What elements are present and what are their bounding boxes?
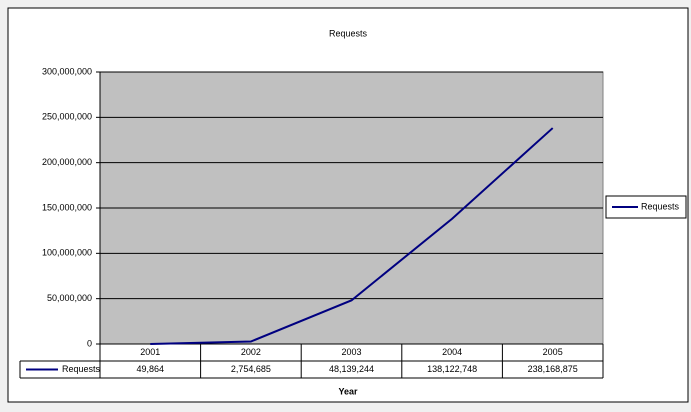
table-value: 2,754,685 [231, 364, 271, 374]
x-tick-label: 2003 [341, 347, 361, 357]
chart-title: Requests [329, 28, 368, 38]
table-value: 238,168,875 [528, 364, 578, 374]
x-tick-label: 2001 [140, 347, 160, 357]
table-value: 48,139,244 [329, 364, 374, 374]
x-tick-label: 2004 [442, 347, 462, 357]
y-tick-label: 50,000,000 [47, 293, 92, 303]
x-tick-label: 2005 [543, 347, 563, 357]
y-tick-label: 0 [87, 338, 92, 348]
y-tick-label: 300,000,000 [42, 66, 92, 76]
table-value: 138,122,748 [427, 364, 477, 374]
y-tick-label: 250,000,000 [42, 112, 92, 122]
y-tick-label: 100,000,000 [42, 248, 92, 258]
legend-label: Requests [641, 201, 680, 211]
y-tick-label: 150,000,000 [42, 202, 92, 212]
table-value: 49,864 [137, 364, 165, 374]
x-axis-label: Year [338, 386, 358, 396]
y-tick-label: 200,000,000 [42, 157, 92, 167]
x-tick-label: 2002 [241, 347, 261, 357]
table-series-name: Requests [62, 364, 101, 374]
series-line [150, 127, 554, 345]
legend-box [605, 195, 687, 219]
